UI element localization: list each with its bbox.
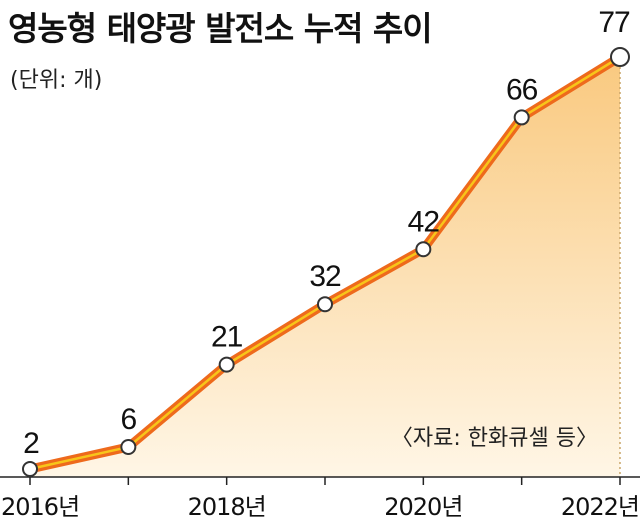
data-point-2022 [610, 47, 630, 67]
source-note: 〈자료: 한화큐셀 등〉 [390, 426, 598, 451]
chart-title: 영농형 태양광 발전소 누적 추이 [8, 9, 433, 48]
data-label-2020: 42 [408, 205, 440, 238]
x-tick-label-2016: 2016년 [1, 493, 79, 521]
data-point-2019 [317, 296, 333, 313]
data-point-2021 [513, 109, 530, 126]
x-tick-label-2020: 2020년 [384, 493, 462, 521]
data-point-2018 [218, 356, 235, 373]
data-label-2018: 21 [211, 321, 243, 354]
x-tick-label-2022: 2022년 [561, 493, 639, 521]
data-label-2021: 66 [506, 73, 538, 106]
x-tick-label-2018: 2018년 [188, 493, 266, 521]
data-point-2020 [415, 241, 432, 258]
data-point-2017 [120, 439, 137, 456]
area-fill [30, 57, 620, 477]
data-label-2017: 6 [120, 403, 136, 436]
data-point-2016 [22, 461, 38, 477]
data-label-2019: 32 [309, 260, 341, 293]
data-label-2022: 77 [598, 6, 630, 39]
unit-label: (단위: 개) [10, 68, 103, 93]
data-label-2016: 2 [23, 427, 39, 460]
